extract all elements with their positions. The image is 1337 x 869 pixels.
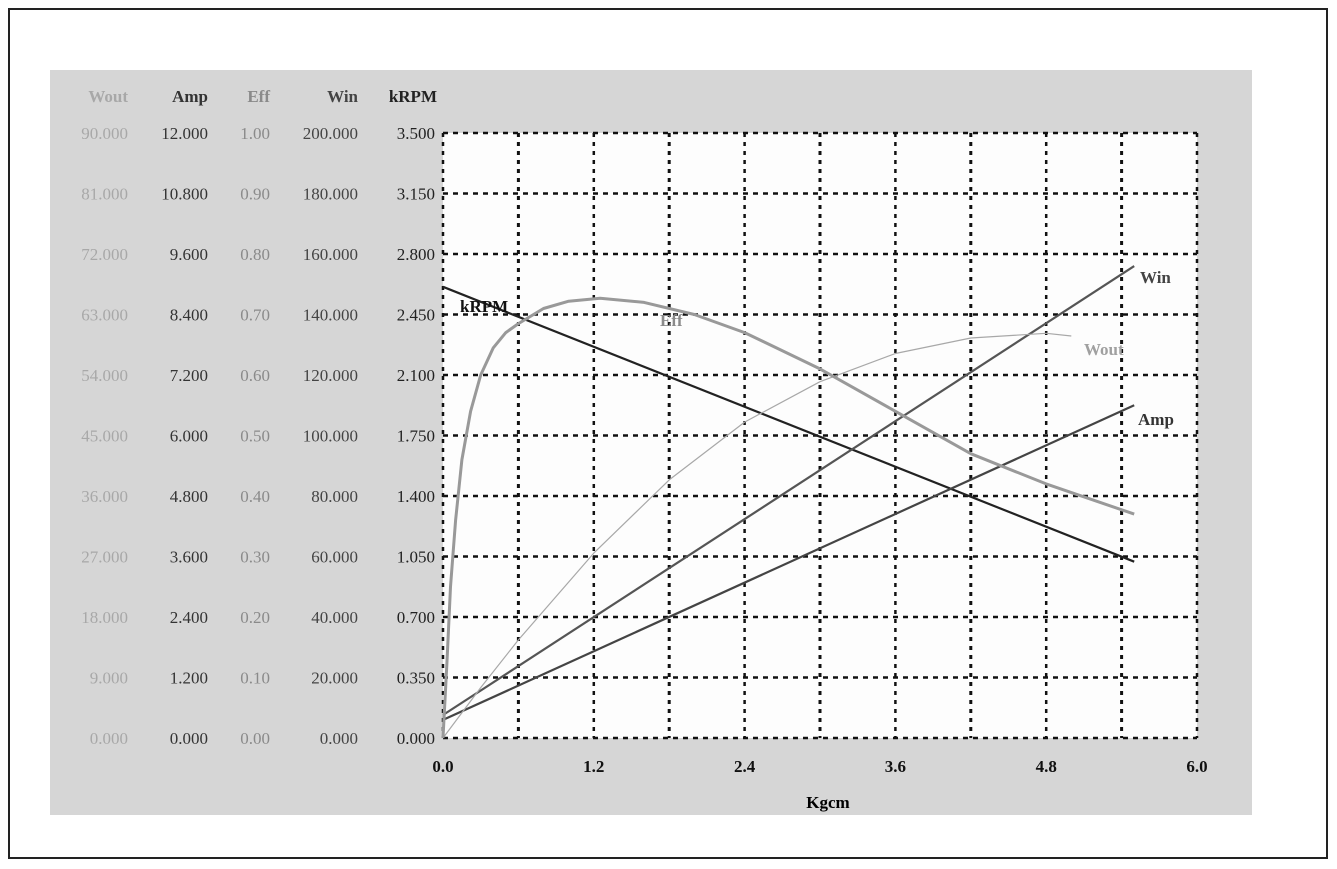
x-tick-label: 0.0 (432, 757, 453, 776)
y-tick-label-eff: 1.00 (240, 124, 270, 143)
y-tick-label-eff: 0.20 (240, 608, 270, 627)
y-tick-label-eff: 0.70 (240, 306, 270, 325)
y-tick-label-krpm: 0.700 (397, 608, 435, 627)
y-tick-label-wout: 63.000 (81, 306, 128, 325)
y-tick-label-eff: 0.30 (240, 548, 270, 567)
y-tick-label-krpm: 2.100 (397, 366, 435, 385)
axis-header-krpm: kRPM (389, 87, 437, 106)
y-tick-label-eff: 0.60 (240, 366, 270, 385)
y-tick-label-amp: 9.600 (170, 245, 208, 264)
series-line-krpm (442, 285, 1135, 563)
y-tick-label-eff: 0.90 (240, 185, 270, 204)
series-line-wout (442, 332, 1072, 739)
x-axis: 0.0 1.2 2.4 3.6 4.8 6.0 (432, 757, 1207, 776)
y-tick-label-wout: 9.000 (90, 669, 128, 688)
y-tick-label-krpm: 1.050 (397, 548, 435, 567)
x-tick-label: 4.8 (1036, 757, 1057, 776)
chart-frame (8, 8, 1328, 859)
y-tick-label-wout: 81.000 (81, 185, 128, 204)
y-tick-label-amp: 4.800 (170, 487, 208, 506)
y-tick-label-wout: 36.000 (81, 487, 128, 506)
y-tick-label-krpm: 0.350 (397, 669, 435, 688)
y-axes: Wout 0.000 9.000 18.000 27.000 36.000 45.000 54… (81, 87, 437, 748)
y-tick-label-win: 200.000 (303, 124, 358, 143)
y-tick-label-win: 40.000 (311, 608, 358, 627)
y-tick-label-wout: 45.000 (81, 427, 128, 446)
y-tick-label-wout: 18.000 (81, 608, 128, 627)
series-line-eff (441, 296, 1135, 739)
series-label-eff: Eff (660, 311, 683, 330)
y-tick-label-wout: 0.000 (90, 729, 128, 748)
grid (441, 131, 1199, 740)
y-tick-label-win: 180.000 (303, 185, 358, 204)
y-tick-label-amp: 7.200 (170, 366, 208, 385)
y-tick-label-wout: 54.000 (81, 366, 128, 385)
y-tick-label-krpm: 1.400 (397, 487, 435, 506)
y-tick-label-amp: 10.800 (161, 185, 208, 204)
y-tick-label-krpm: 3.500 (397, 124, 435, 143)
y-tick-label-win: 20.000 (311, 669, 358, 688)
axis-header-amp: Amp (172, 87, 208, 106)
series-labels: kRPM Amp Win Wout Eff (460, 268, 1174, 429)
y-tick-label-amp: 0.000 (170, 729, 208, 748)
y-tick-label-krpm: 1.750 (397, 427, 435, 446)
y-tick-label-krpm: 2.450 (397, 306, 435, 325)
x-tick-label: 1.2 (583, 757, 604, 776)
y-tick-label-krpm: 3.150 (397, 185, 435, 204)
y-tick-label-eff: 0.80 (240, 245, 270, 264)
y-tick-label-eff: 0.40 (240, 487, 270, 506)
axis-header-eff: Eff (247, 87, 270, 106)
y-tick-label-krpm: 0.000 (397, 729, 435, 748)
axis-header-wout: Wout (88, 87, 128, 106)
x-tick-label: 6.0 (1186, 757, 1207, 776)
axis-header-win: Win (327, 87, 358, 106)
y-tick-label-win: 0.000 (320, 729, 358, 748)
series-label-wout: Wout (1084, 340, 1124, 359)
y-tick-label-wout: 72.000 (81, 245, 128, 264)
series-label-win: Win (1140, 268, 1171, 287)
series-line-amp (442, 404, 1135, 721)
x-tick-label: 3.6 (885, 757, 906, 776)
y-tick-label-eff: 0.50 (240, 427, 270, 446)
y-tick-label-amp: 3.600 (170, 548, 208, 567)
y-tick-label-win: 60.000 (311, 548, 358, 567)
y-tick-label-amp: 1.200 (170, 669, 208, 688)
series-lines (441, 265, 1135, 739)
series-line-win (442, 265, 1135, 716)
y-tick-label-eff: 0.00 (240, 729, 270, 748)
y-tick-label-amp: 6.000 (170, 427, 208, 446)
y-tick-label-win: 120.000 (303, 366, 358, 385)
x-axis-label: Kgcm (806, 793, 849, 812)
y-tick-label-wout: 90.000 (81, 124, 128, 143)
y-tick-label-amp: 8.400 (170, 306, 208, 325)
y-tick-label-win: 80.000 (311, 487, 358, 506)
y-tick-label-wout: 27.000 (81, 548, 128, 567)
y-tick-label-amp: 12.000 (161, 124, 208, 143)
y-tick-label-amp: 2.400 (170, 608, 208, 627)
y-tick-label-win: 160.000 (303, 245, 358, 264)
y-tick-label-krpm: 2.800 (397, 245, 435, 264)
series-label-amp: Amp (1138, 410, 1174, 429)
y-tick-label-win: 140.000 (303, 306, 358, 325)
series-label-krpm: kRPM (460, 297, 508, 316)
x-tick-label: 2.4 (734, 757, 756, 776)
y-tick-label-win: 100.000 (303, 427, 358, 446)
y-tick-label-eff: 0.10 (240, 669, 270, 688)
